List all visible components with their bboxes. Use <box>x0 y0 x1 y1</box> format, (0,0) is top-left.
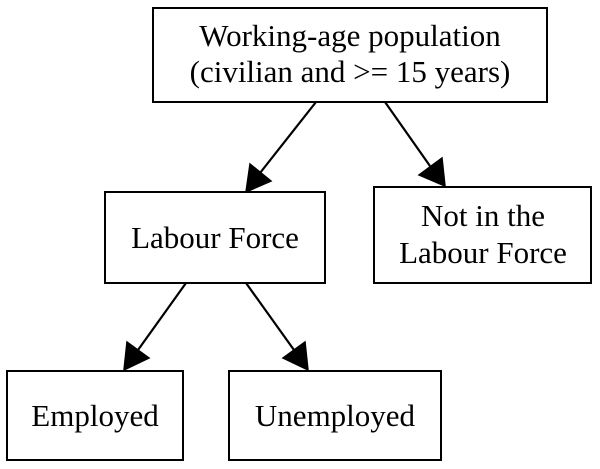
edge-labour-force-to-unemployed <box>245 282 309 372</box>
node-not-in-labour-force: Not in the Labour Force <box>373 186 592 284</box>
node-working-age-line2: (civilian and >= 15 years) <box>190 54 511 89</box>
node-labour-force-label: Labour Force <box>131 220 299 255</box>
node-labour-force: Labour Force <box>104 191 326 284</box>
node-not-in-labour-force-line2: Labour Force <box>399 235 567 270</box>
node-employed: Employed <box>6 370 184 461</box>
edges <box>123 101 446 372</box>
node-working-age-population: Working-age population (civilian and >= … <box>152 7 548 103</box>
node-unemployed-label: Unemployed <box>255 398 416 433</box>
edge-working-age-to-not-in-labour-force <box>384 101 446 188</box>
node-employed-label: Employed <box>31 398 159 433</box>
edge-working-age-to-labour-force <box>245 101 317 194</box>
node-unemployed: Unemployed <box>228 370 442 461</box>
node-not-in-labour-force-line1: Not in the <box>421 198 545 233</box>
node-working-age-line1: Working-age population <box>199 18 501 53</box>
edge-labour-force-to-employed <box>123 282 187 372</box>
